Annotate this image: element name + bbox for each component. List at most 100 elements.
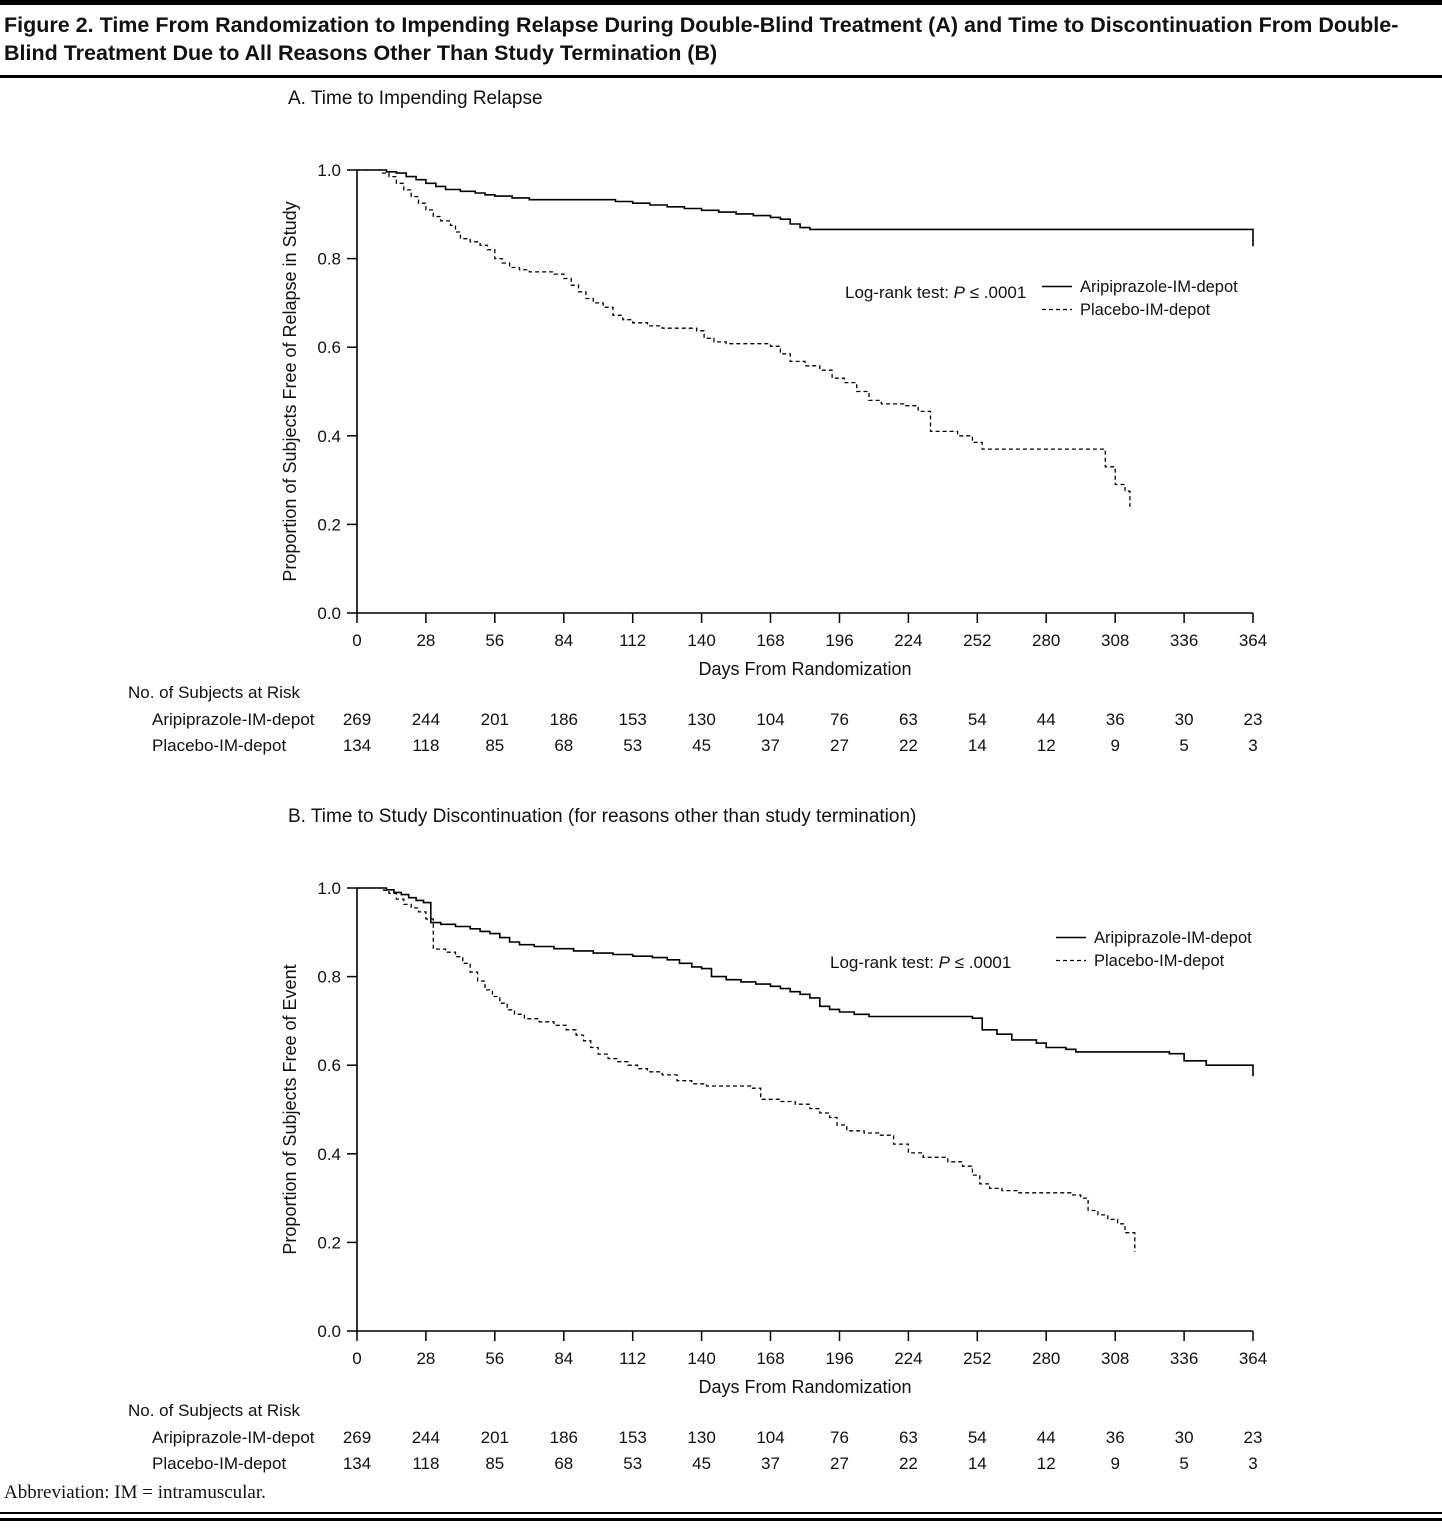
svg-text:Aripiprazole-IM-depot: Aripiprazole-IM-depot [1080,278,1238,296]
svg-text:196: 196 [825,1349,853,1368]
svg-text:0: 0 [352,631,361,650]
svg-text:134: 134 [343,1454,371,1473]
svg-text:224: 224 [894,631,922,650]
svg-text:252: 252 [963,1349,991,1368]
svg-text:0.8: 0.8 [317,250,341,269]
svg-text:28: 28 [416,1349,435,1368]
svg-text:140: 140 [687,631,715,650]
svg-text:23: 23 [1244,710,1263,729]
svg-text:84: 84 [554,631,573,650]
svg-text:Proportion of Subjects Free of: Proportion of Subjects Free of Event [280,964,300,1254]
top-rule [0,0,1442,5]
svg-text:12: 12 [1037,1454,1056,1473]
svg-text:54: 54 [968,1428,987,1447]
svg-text:9: 9 [1110,1454,1119,1473]
svg-text:Aripiprazole-IM-depot: Aripiprazole-IM-depot [1094,929,1252,947]
svg-text:37: 37 [761,1454,780,1473]
svg-text:280: 280 [1032,1349,1060,1368]
svg-text:252: 252 [963,631,991,650]
axes: 0.0 0.2 0.4 0.6 0.8 1.0 0 28 56 84 112 140 168 196 224… [280,161,1267,679]
km-chart: 0.00.20.40.60.81.00 28 56 84 112 140 168 196 224… [128,161,1267,755]
svg-text:196: 196 [825,631,853,650]
svg-text:0: 0 [352,1349,361,1368]
svg-text:269: 269 [343,1428,371,1447]
bottom-rule-thick [0,1518,1442,1522]
svg-text:244: 244 [412,710,440,729]
svg-text:23: 23 [1244,1428,1263,1447]
svg-text:112: 112 [619,631,646,650]
svg-text:No. of Subjects at Risk: No. of Subjects at Risk [128,1401,300,1420]
svg-text:37: 37 [761,736,780,755]
axes: 0.0 0.2 0.4 0.6 0.8 1.0 0 28 56 84 112 140 168 196 224… [280,879,1267,1397]
svg-text:134: 134 [343,736,371,755]
svg-text:85: 85 [485,736,504,755]
km-chart: 0.00.20.40.60.81.00 28 56 84 112 140 168 196 224… [128,879,1267,1473]
panel-b: B. Time to Study Discontinuation (for re… [0,806,1442,1478]
svg-text:168: 168 [756,1349,784,1368]
svg-text:269: 269 [343,710,371,729]
svg-text:308: 308 [1101,1349,1129,1368]
svg-text:280: 280 [1032,631,1060,650]
svg-text:27: 27 [830,1454,849,1473]
svg-text:27: 27 [830,736,849,755]
legend: Aripiprazole-IM-depot Placebo-IM-depot [1056,929,1252,970]
svg-text:5: 5 [1179,736,1188,755]
svg-text:153: 153 [619,710,647,729]
svg-text:0.0: 0.0 [317,604,341,623]
svg-text:63: 63 [899,1428,918,1447]
svg-text:186: 186 [550,1428,578,1447]
svg-text:0.2: 0.2 [317,1233,341,1252]
svg-text:201: 201 [481,1428,509,1447]
svg-text:22: 22 [899,1454,918,1473]
panel-a-title: A. Time to Impending Relapse [288,88,543,110]
annotation: Log-rank test: P ≤ .0001 [830,953,1011,972]
svg-text:Placebo-IM-depot: Placebo-IM-depot [1094,952,1225,970]
svg-text:0.8: 0.8 [317,968,341,987]
svg-text:112: 112 [619,1349,646,1368]
svg-text:30: 30 [1175,1428,1194,1447]
abbreviation-note: Abbreviation: IM = intramuscular. [4,1482,266,1504]
svg-text:3: 3 [1248,1454,1257,1473]
svg-text:56: 56 [485,1349,504,1368]
svg-text:224: 224 [894,1349,922,1368]
figure-title: Figure 2. Time From Randomization to Imp… [4,13,1399,65]
svg-text:36: 36 [1106,710,1125,729]
svg-text:Log-rank test: P ≤ .0001: Log-rank test: P ≤ .0001 [845,283,1026,302]
svg-text:85: 85 [485,1454,504,1473]
svg-text:36: 36 [1106,1428,1125,1447]
svg-text:168: 168 [756,631,784,650]
at-risk-table: No. of Subjects at Risk Aripiprazole-IM-d… [128,683,1262,755]
bottom-rule-thin [0,1512,1442,1515]
svg-text:118: 118 [412,1454,439,1473]
svg-text:28: 28 [416,631,435,650]
svg-text:336: 336 [1170,1349,1198,1368]
svg-text:Proportion of Subjects Free of: Proportion of Subjects Free of Relapse i… [280,201,300,581]
svg-text:1.0: 1.0 [317,879,341,898]
svg-text:Log-rank test: P ≤ .0001: Log-rank test: P ≤ .0001 [830,953,1011,972]
svg-text:63: 63 [899,710,918,729]
svg-text:104: 104 [756,1428,784,1447]
svg-text:45: 45 [692,736,711,755]
svg-text:Placebo-IM-depot: Placebo-IM-depot [152,1454,286,1473]
svg-text:5: 5 [1179,1454,1188,1473]
svg-text:308: 308 [1101,631,1129,650]
series-placebo-im-depot [357,169,1131,507]
svg-text:104: 104 [756,710,784,729]
svg-text:118: 118 [412,736,439,755]
svg-text:201: 201 [481,710,509,729]
svg-text:No. of Subjects at Risk: No. of Subjects at Risk [128,683,300,702]
svg-text:364: 364 [1239,1349,1267,1368]
svg-text:56: 56 [485,631,504,650]
svg-text:14: 14 [968,1454,987,1473]
svg-text:0.4: 0.4 [317,427,341,446]
svg-text:Aripiprazole-IM-depot: Aripiprazole-IM-depot [152,710,315,729]
svg-text:Placebo-IM-depot: Placebo-IM-depot [152,736,286,755]
series-aripiprazole-im-depot [357,887,1254,1077]
svg-text:0.6: 0.6 [317,338,341,357]
svg-text:0.0: 0.0 [317,1322,341,1341]
svg-text:44: 44 [1037,1428,1056,1447]
svg-text:130: 130 [687,1428,715,1447]
svg-text:0.4: 0.4 [317,1145,341,1164]
series-aripiprazole-im-depot [357,169,1254,247]
